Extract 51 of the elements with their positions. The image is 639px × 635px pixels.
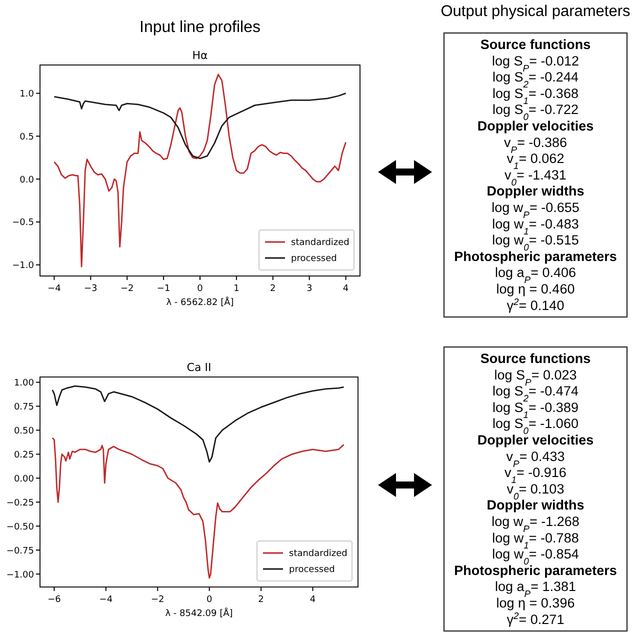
y-tick-label: −0.75 xyxy=(6,546,34,556)
text: Source functions xyxy=(480,351,591,366)
text: Source functions xyxy=(480,37,591,52)
y-tick-label: −0.25 xyxy=(6,498,34,508)
x-tick-label: −4 xyxy=(99,595,113,605)
line-series xyxy=(54,74,346,268)
chart-title: Ca II xyxy=(186,361,212,374)
x-tick-label: −2 xyxy=(150,595,164,605)
y-tick-label: 0.25 xyxy=(14,450,34,460)
x-tick-label: 0 xyxy=(197,284,204,294)
x-tick-label: −3 xyxy=(84,284,98,294)
legend-label: processed xyxy=(289,565,335,575)
y-tick-label: 0.50 xyxy=(14,426,34,436)
y-tick-label: −0.50 xyxy=(6,522,34,532)
text: Input line profiles xyxy=(140,19,260,36)
x-tick-label: −4 xyxy=(48,284,62,294)
x-tick-label: −1 xyxy=(156,284,170,294)
x-tick-label: 4 xyxy=(342,284,349,294)
x-tick-label: 2 xyxy=(270,284,276,294)
legend-label: standardized xyxy=(289,549,348,559)
y-tick-label: 0.75 xyxy=(14,402,34,412)
x-tick-label: −2 xyxy=(120,284,134,294)
x-tick-label: 3 xyxy=(306,284,312,294)
x-tick-label: 1 xyxy=(234,284,240,294)
x-axis-title: λ - 8542.09 [Å] xyxy=(165,607,233,619)
text: γ$^{2}$= 0.140 xyxy=(506,296,564,313)
line-series xyxy=(52,437,344,579)
text: log w$_{P}$= -1.268 xyxy=(492,514,580,534)
y-tick-label: 1.0 xyxy=(20,90,34,100)
text: log w$_{P}$= -0.655 xyxy=(492,200,580,220)
y-tick-label: 0.5 xyxy=(20,132,34,142)
chart-title: Hα xyxy=(192,49,208,62)
text: log η = 0.460 xyxy=(496,282,575,296)
y-tick-label: 0.0 xyxy=(20,175,34,186)
y-tick-label: −1.00 xyxy=(6,570,34,580)
line-series xyxy=(54,92,346,160)
x-tick-label: 4 xyxy=(310,595,316,605)
x-tick-label: −6 xyxy=(48,595,62,605)
text: log η = 0.396 xyxy=(496,596,575,610)
x-axis-title: λ - 6562.82 [Å] xyxy=(166,296,234,308)
y-tick-label: 1.00 xyxy=(14,378,34,388)
legend-label: standardized xyxy=(291,238,350,248)
y-tick-label: −0.5 xyxy=(12,218,34,228)
y-tick-label: −1.0 xyxy=(12,261,34,272)
y-tick-label: 0.00 xyxy=(14,474,34,484)
legend-label: processed xyxy=(291,254,337,264)
text: Output physical parameters xyxy=(440,3,631,20)
x-tick-label: 0 xyxy=(206,595,212,605)
line-series xyxy=(52,385,344,463)
x-tick-label: 2 xyxy=(258,595,264,605)
text: γ$^{2}$= 0.271 xyxy=(506,610,564,627)
